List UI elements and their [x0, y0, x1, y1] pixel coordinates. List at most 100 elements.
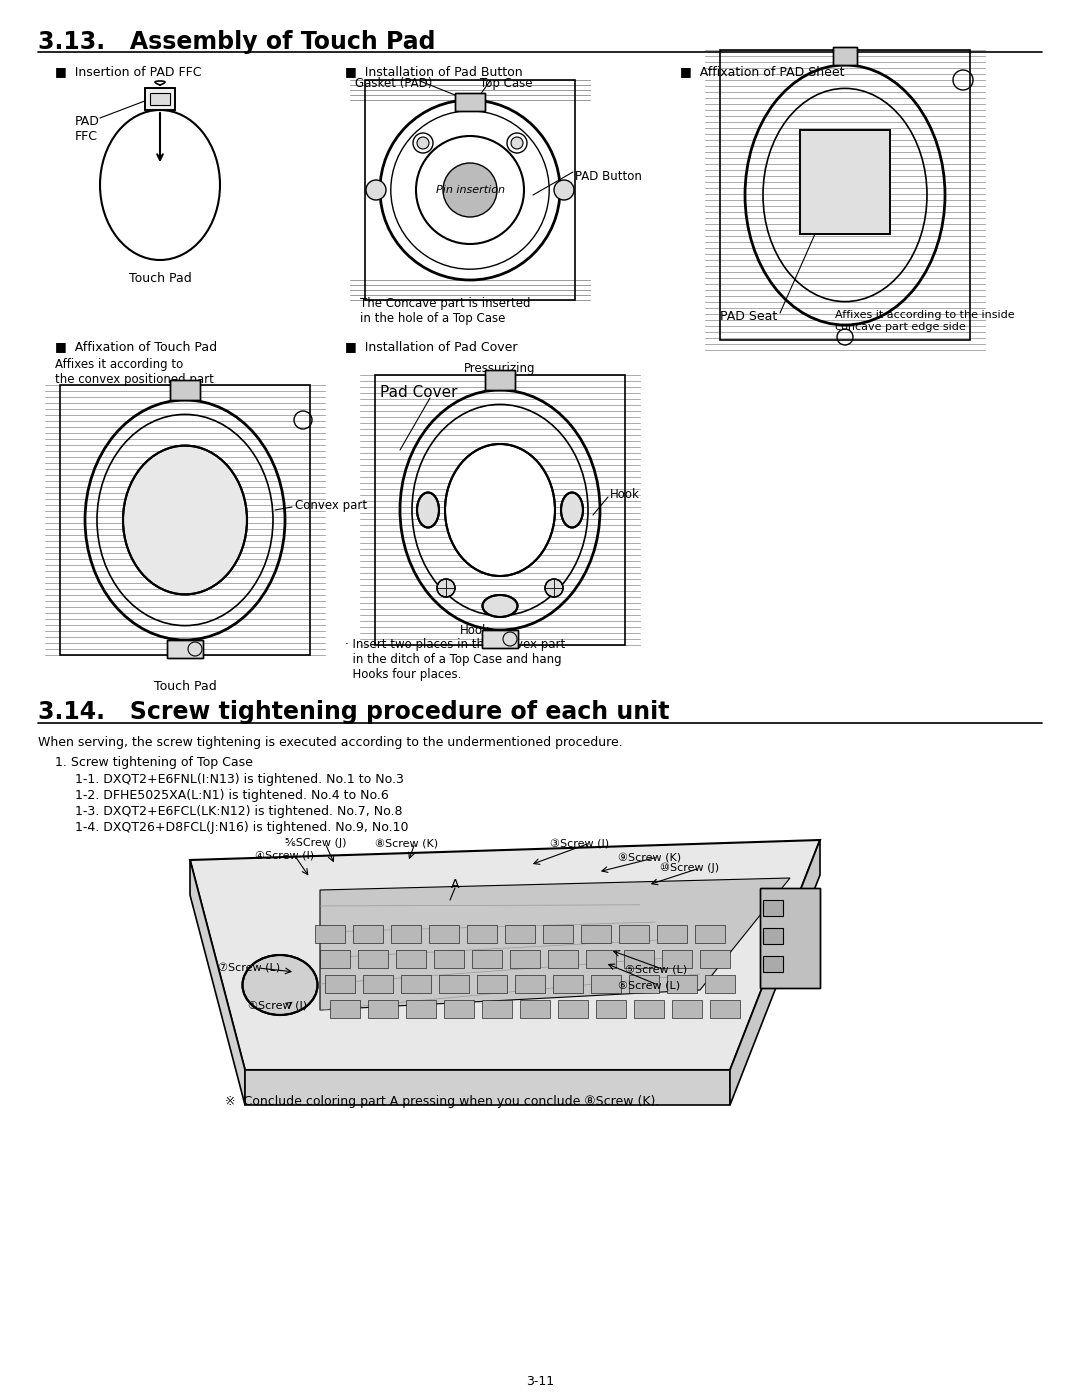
Bar: [657, 925, 687, 943]
Bar: [320, 950, 350, 968]
Bar: [477, 975, 507, 993]
Ellipse shape: [483, 595, 517, 617]
Text: ⑨Screw (K): ⑨Screw (K): [618, 852, 681, 862]
Bar: [325, 975, 355, 993]
Bar: [760, 888, 820, 988]
Ellipse shape: [243, 956, 318, 1016]
Bar: [667, 975, 697, 993]
Bar: [145, 88, 175, 110]
Text: ⑤Screw (L): ⑤Screw (L): [625, 965, 687, 975]
Bar: [515, 975, 545, 993]
Bar: [634, 1000, 664, 1018]
Text: 1. Screw tightening of Top Case: 1. Screw tightening of Top Case: [55, 756, 253, 768]
Bar: [596, 1000, 626, 1018]
Text: Hook: Hook: [460, 624, 490, 637]
Text: ⑧Screw (K): ⑧Screw (K): [375, 838, 438, 848]
Bar: [368, 1000, 399, 1018]
Text: ①Screw (I): ①Screw (I): [248, 1000, 307, 1010]
Bar: [762, 956, 783, 972]
Bar: [145, 88, 175, 110]
Ellipse shape: [445, 444, 555, 576]
Bar: [510, 950, 540, 968]
Text: PAD
FFC: PAD FFC: [75, 115, 99, 142]
Text: ④Screw (I): ④Screw (I): [255, 851, 314, 861]
Bar: [700, 950, 730, 968]
Text: 1-4. DXQT26+D8FCL(J:N16) is tightened. No.9, No.10: 1-4. DXQT26+D8FCL(J:N16) is tightened. N…: [75, 821, 408, 834]
Text: ⑦Screw (L): ⑦Screw (L): [218, 963, 280, 972]
Text: ⅚SCrew (J): ⅚SCrew (J): [285, 838, 347, 848]
Bar: [429, 925, 459, 943]
Text: Hook: Hook: [610, 489, 639, 502]
Text: · Insert two places in the convex part
  in the ditch of a Top Case and hang
  H: · Insert two places in the convex part i…: [345, 638, 565, 680]
Bar: [762, 928, 783, 944]
Polygon shape: [320, 877, 789, 1010]
Bar: [482, 630, 518, 648]
Polygon shape: [190, 840, 820, 1070]
Bar: [482, 630, 518, 648]
Bar: [519, 1000, 550, 1018]
Bar: [170, 380, 200, 400]
Bar: [672, 1000, 702, 1018]
Bar: [482, 1000, 512, 1018]
Bar: [467, 925, 497, 943]
Text: 1-2. DFHE5025XA(L:N1) is tightened. No.4 to No.6: 1-2. DFHE5025XA(L:N1) is tightened. No.4…: [75, 789, 389, 802]
Circle shape: [545, 578, 563, 597]
Text: 1-1. DXQT2+E6FNL(I:N13) is tightened. No.1 to No.3: 1-1. DXQT2+E6FNL(I:N13) is tightened. No…: [75, 773, 404, 787]
Ellipse shape: [561, 493, 583, 528]
Polygon shape: [245, 1070, 730, 1105]
Bar: [406, 1000, 436, 1018]
Bar: [391, 925, 421, 943]
Bar: [581, 925, 611, 943]
Polygon shape: [190, 861, 245, 1105]
Ellipse shape: [123, 446, 247, 594]
Bar: [365, 80, 575, 300]
Bar: [662, 950, 692, 968]
Bar: [455, 92, 485, 110]
Bar: [543, 925, 573, 943]
Bar: [60, 386, 310, 655]
Bar: [586, 950, 616, 968]
Bar: [438, 975, 469, 993]
Bar: [396, 950, 426, 968]
Bar: [553, 975, 583, 993]
Bar: [363, 975, 393, 993]
Text: ■  Installation of Pad Button: ■ Installation of Pad Button: [345, 66, 523, 78]
Bar: [720, 50, 970, 339]
Text: ⑥Screw (L): ⑥Screw (L): [618, 981, 680, 990]
Bar: [444, 1000, 474, 1018]
Bar: [833, 47, 858, 66]
Ellipse shape: [417, 493, 438, 528]
Circle shape: [366, 180, 386, 200]
Bar: [710, 1000, 740, 1018]
Text: Touch Pad: Touch Pad: [129, 272, 191, 285]
Text: 3.14.   Screw tightening procedure of each unit: 3.14. Screw tightening procedure of each…: [38, 700, 670, 724]
Bar: [485, 370, 515, 390]
Bar: [353, 925, 383, 943]
Bar: [167, 640, 203, 658]
Bar: [696, 925, 725, 943]
Text: PAD Seat: PAD Seat: [720, 310, 778, 323]
Bar: [624, 950, 654, 968]
Text: PAD Button: PAD Button: [575, 170, 642, 183]
Bar: [485, 370, 515, 390]
Bar: [548, 950, 578, 968]
Circle shape: [443, 163, 497, 217]
Text: ■  Installation of Pad Cover: ■ Installation of Pad Cover: [345, 339, 517, 353]
Bar: [591, 975, 621, 993]
Bar: [619, 925, 649, 943]
Bar: [455, 92, 485, 110]
Text: 1-3. DXQT2+E6FCL(LK:N12) is tightened. No.7, No.8: 1-3. DXQT2+E6FCL(LK:N12) is tightened. N…: [75, 805, 403, 819]
Bar: [330, 1000, 360, 1018]
Bar: [401, 975, 431, 993]
Bar: [150, 94, 170, 105]
Text: Touch Pad: Touch Pad: [153, 680, 216, 693]
Text: ※  Conclude coloring part A pressing when you conclude ⑧Screw (K).: ※ Conclude coloring part A pressing when…: [225, 1095, 660, 1108]
Bar: [357, 950, 388, 968]
Text: Convex part: Convex part: [295, 499, 367, 511]
Bar: [629, 975, 659, 993]
Text: A: A: [450, 879, 459, 891]
Text: ■  Affixation of Touch Pad: ■ Affixation of Touch Pad: [55, 339, 217, 353]
Text: ⑩Screw (J): ⑩Screw (J): [660, 863, 719, 873]
Bar: [472, 950, 502, 968]
Text: The Concave part is inserted
in the hole of a Top Case: The Concave part is inserted in the hole…: [360, 298, 530, 326]
